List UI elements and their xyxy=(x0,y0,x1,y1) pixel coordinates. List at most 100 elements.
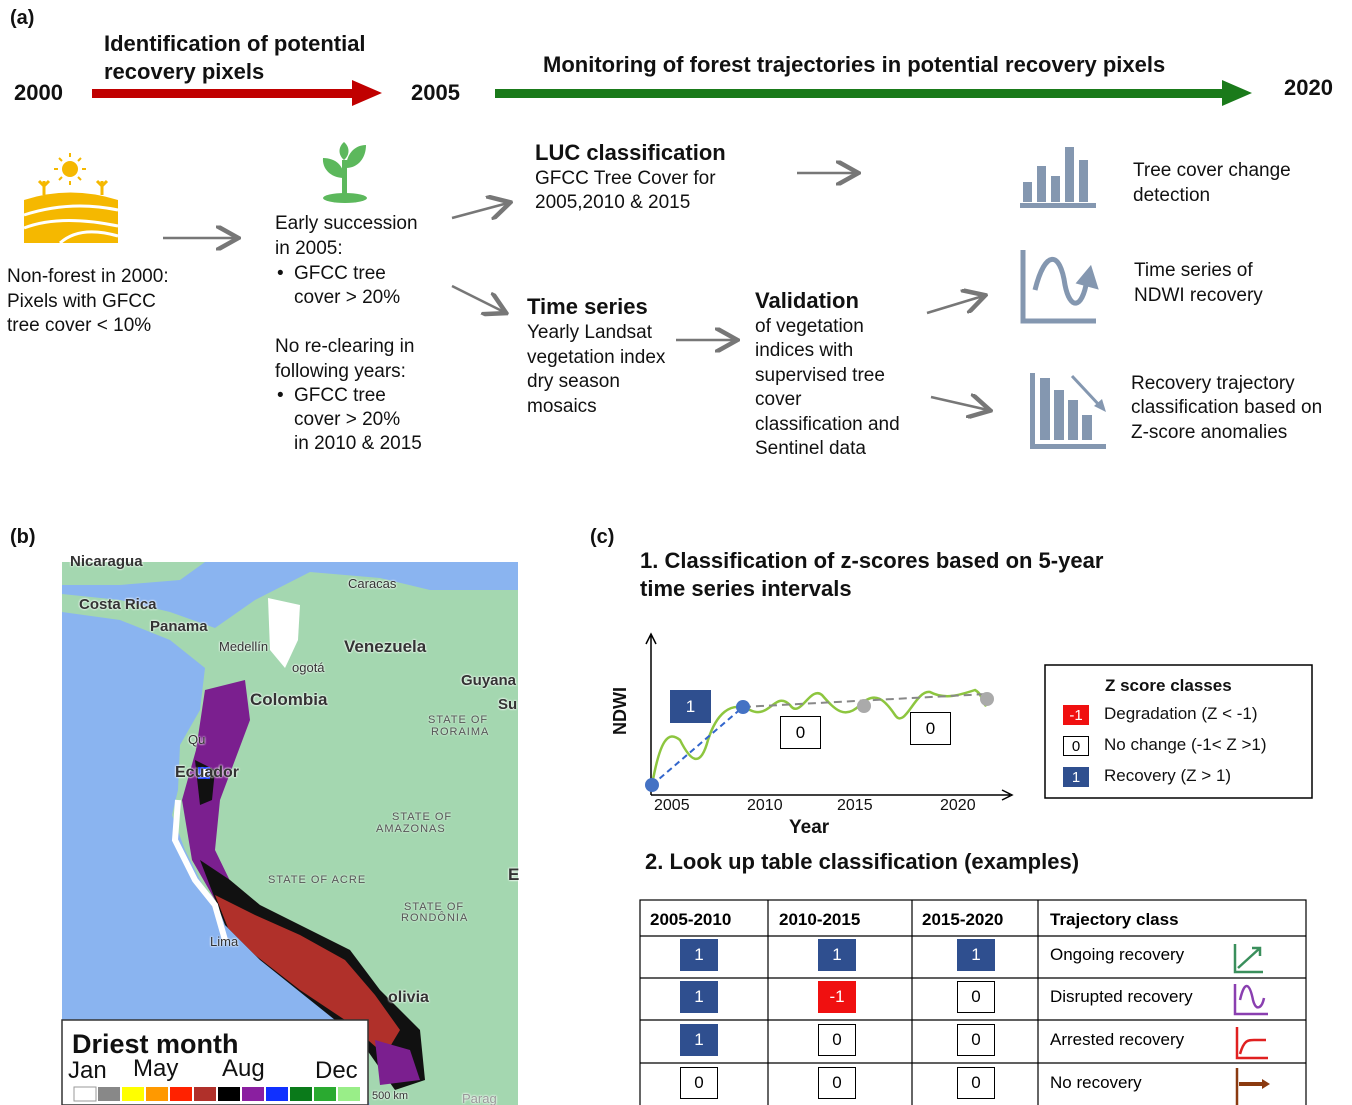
decline-icon-part xyxy=(1070,374,1102,408)
map-legend-part xyxy=(266,1087,288,1101)
map-label: Qu xyxy=(188,732,206,747)
trajectory-icons-part xyxy=(1238,1038,1266,1055)
text-line: GFCC tree xyxy=(294,385,386,406)
decline-icon-part xyxy=(1094,399,1106,412)
legend-month: Jan xyxy=(68,1057,107,1084)
panel-label: (b) xyxy=(10,526,36,548)
text-line: cover xyxy=(755,389,802,410)
phase-title: Monitoring of forest trajectories in pot… xyxy=(543,52,1166,77)
bar-icon xyxy=(1020,147,1096,208)
table-header: 2015-2020 xyxy=(922,910,1004,929)
decline-icon-part xyxy=(1030,373,1035,449)
text-line: Early succession xyxy=(275,213,418,234)
table-cell-box: 1 xyxy=(680,939,718,971)
legend-symbol: 0 xyxy=(1063,736,1089,756)
bar-icon-part xyxy=(1079,160,1088,202)
ndwi-chart-part xyxy=(650,688,989,786)
map-label: Nicaragua xyxy=(70,553,143,570)
map-part xyxy=(202,769,207,777)
flow-arrows-part xyxy=(926,296,983,315)
map-label: ogotá xyxy=(292,660,325,675)
plant-icon xyxy=(322,142,367,203)
table-cell-box: 1 xyxy=(680,1024,718,1056)
trajectory-icons-part xyxy=(1235,1027,1268,1060)
decline-icon-part xyxy=(1082,415,1092,440)
text-line: 2005,2010 & 2015 xyxy=(535,192,691,213)
legend-month: May xyxy=(133,1055,179,1082)
z-box: 0 xyxy=(910,712,951,745)
map-part xyxy=(375,1040,420,1085)
text-line: Time series of xyxy=(1134,260,1253,281)
plant-icon-part xyxy=(346,145,366,168)
flow-arrows-part xyxy=(451,284,504,312)
table-header: Trajectory class xyxy=(1050,910,1179,929)
z-legend-frame-part xyxy=(1044,664,1313,799)
trajectory-icons-part xyxy=(1237,946,1262,969)
table-cell: Ongoing recovery xyxy=(1050,945,1185,964)
wave-icon-part xyxy=(1032,256,1090,306)
map-label: STATE OF xyxy=(428,714,489,726)
map-part xyxy=(182,680,250,900)
x-tick-label: 2015 xyxy=(837,797,873,814)
legend-label: No change (-1< Z >1) xyxy=(1104,735,1267,754)
trajectory-icons-part xyxy=(1233,984,1268,1016)
table-cell-box: 1 xyxy=(957,939,995,971)
text-line: Non-forest in 2000: xyxy=(7,266,169,287)
map-label: STATE OF xyxy=(392,811,453,823)
text-line: Yearly Landsat xyxy=(527,322,653,343)
map-legend-part xyxy=(122,1087,144,1101)
lookup-table-grid xyxy=(639,899,1307,1105)
map-legend-part xyxy=(290,1087,312,1101)
legend-symbol: -1 xyxy=(1063,705,1089,725)
field-icon-part xyxy=(23,204,119,245)
field-icon-part-part xyxy=(58,157,63,162)
text-line: classification based on xyxy=(1131,397,1323,418)
decline-icon-part xyxy=(1068,400,1078,440)
flow-arrows-part xyxy=(451,203,508,218)
plant-icon-part xyxy=(342,160,347,195)
decline-icon-part xyxy=(1040,378,1050,440)
text-line: NDWI recovery xyxy=(1134,285,1263,306)
field-icon-part-part xyxy=(77,157,82,162)
scale-label: 500 km xyxy=(372,1090,409,1102)
trajectory-icons xyxy=(1233,944,1270,1105)
map-part xyxy=(62,572,518,1105)
map-label: Caracas xyxy=(348,576,397,591)
ndwi-chart xyxy=(645,632,1014,801)
wave-icon xyxy=(1020,250,1099,324)
x-tick-label: 2005 xyxy=(654,797,690,814)
legend-month: Dec xyxy=(315,1057,358,1084)
section-title: 1. Classification of z-scores based on 5… xyxy=(640,548,1104,573)
flow-arrows xyxy=(163,173,988,410)
legend-title: Driest month xyxy=(72,1029,239,1059)
map-label: Guyana xyxy=(461,672,517,689)
map-label: E xyxy=(508,865,520,884)
bar-icon-part xyxy=(1020,203,1096,208)
legend-title: Z score classes xyxy=(1105,676,1232,695)
panel-label: (a) xyxy=(10,7,35,29)
timeline-arrows-part xyxy=(495,89,1225,98)
text-line: classification and xyxy=(755,414,900,435)
text-line: GFCC Tree Cover for xyxy=(535,168,716,189)
z-legend-frame xyxy=(1044,664,1313,799)
map xyxy=(62,562,518,1105)
map-label: AMAZONAS xyxy=(376,823,446,835)
text-line: Pixels with GFCC xyxy=(7,291,156,312)
table-cell-box: 0 xyxy=(818,1024,856,1056)
ndwi-chart-part xyxy=(980,692,994,706)
trajectory-icons-part xyxy=(1238,984,1266,1009)
phase-title: Identification of potential xyxy=(104,31,366,56)
field-icon-part-part xyxy=(58,176,63,181)
table-cell: No recovery xyxy=(1050,1073,1142,1092)
step-title: Validation xyxy=(755,288,859,313)
map-label: Panama xyxy=(150,618,208,635)
table-cell: Disrupted recovery xyxy=(1050,987,1193,1006)
wave-icon-part xyxy=(1075,264,1099,290)
table-header: 2005-2010 xyxy=(650,910,732,929)
ndwi-chart-part xyxy=(645,778,659,792)
text-line: in 2010 & 2015 xyxy=(294,433,422,454)
z-box: 0 xyxy=(780,716,821,749)
ndwi-chart-part xyxy=(651,789,1014,801)
